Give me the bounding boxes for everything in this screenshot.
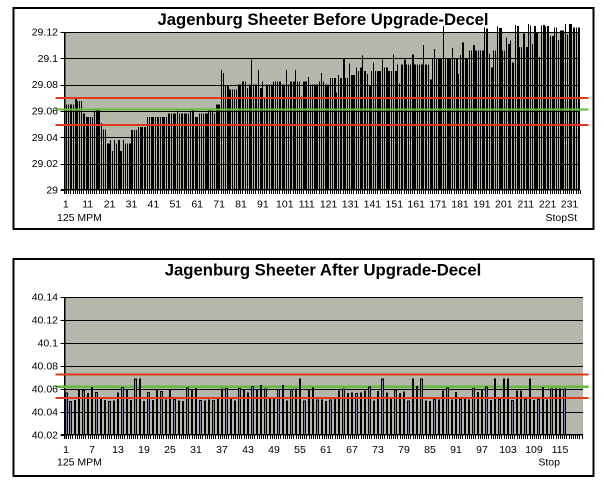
- svg-text:31: 31: [126, 199, 138, 211]
- svg-text:67: 67: [346, 444, 358, 456]
- svg-text:29: 29: [46, 185, 58, 197]
- svg-text:221: 221: [539, 199, 557, 211]
- svg-text:25: 25: [164, 444, 176, 456]
- svg-text:81: 81: [235, 199, 247, 211]
- svg-text:41: 41: [148, 199, 160, 211]
- svg-text:171: 171: [429, 199, 447, 211]
- svg-text:61: 61: [320, 444, 332, 456]
- svg-text:103: 103: [499, 444, 517, 456]
- svg-text:Stop: Stop: [538, 457, 560, 469]
- svg-text:29.12: 29.12: [32, 27, 58, 39]
- svg-text:201: 201: [495, 199, 513, 211]
- svg-text:91: 91: [257, 199, 269, 211]
- svg-text:181: 181: [451, 199, 469, 211]
- svg-text:Jagenburg Sheeter Before Upgra: Jagenburg Sheeter Before Upgrade-Decel: [157, 10, 488, 29]
- svg-text:55: 55: [294, 444, 306, 456]
- svg-text:61: 61: [191, 199, 203, 211]
- svg-text:85: 85: [424, 444, 436, 456]
- svg-text:29.08: 29.08: [32, 79, 58, 91]
- svg-text:231: 231: [561, 199, 579, 211]
- svg-text:19: 19: [138, 444, 150, 456]
- svg-text:211: 211: [517, 199, 534, 211]
- svg-text:29.02: 29.02: [32, 158, 58, 170]
- svg-text:151: 151: [386, 199, 404, 211]
- svg-text:40.06: 40.06: [32, 384, 58, 396]
- svg-text:7: 7: [89, 444, 95, 456]
- svg-text:109: 109: [525, 444, 543, 456]
- svg-text:101: 101: [276, 199, 294, 211]
- svg-text:49: 49: [268, 444, 280, 456]
- svg-text:131: 131: [342, 199, 360, 211]
- svg-text:40.04: 40.04: [32, 407, 58, 419]
- svg-text:191: 191: [473, 199, 491, 211]
- svg-text:40.14: 40.14: [32, 292, 58, 304]
- svg-text:71: 71: [213, 199, 225, 211]
- svg-text:73: 73: [372, 444, 384, 456]
- svg-text:51: 51: [169, 199, 181, 211]
- svg-text:37: 37: [216, 444, 228, 456]
- svg-text:97: 97: [476, 444, 488, 456]
- svg-text:91: 91: [450, 444, 462, 456]
- svg-text:79: 79: [398, 444, 410, 456]
- svg-text:121: 121: [320, 199, 338, 211]
- svg-text:40.02: 40.02: [32, 430, 58, 442]
- svg-text:1: 1: [63, 199, 69, 211]
- svg-text:13: 13: [112, 444, 124, 456]
- svg-text:40.12: 40.12: [32, 315, 58, 327]
- svg-text:29.1: 29.1: [38, 53, 59, 65]
- svg-text:40.08: 40.08: [32, 361, 58, 373]
- svg-text:31: 31: [190, 444, 202, 456]
- svg-text:161: 161: [407, 199, 425, 211]
- svg-text:141: 141: [364, 199, 382, 211]
- svg-text:115: 115: [552, 444, 569, 456]
- svg-text:111: 111: [299, 199, 315, 211]
- svg-text:125 MPM: 125 MPM: [57, 457, 102, 469]
- svg-text:11: 11: [82, 199, 93, 211]
- svg-text:125 MPM: 125 MPM: [57, 212, 102, 224]
- svg-text:29.06: 29.06: [32, 106, 58, 118]
- svg-text:43: 43: [242, 444, 254, 456]
- svg-text:29.04: 29.04: [32, 132, 58, 144]
- svg-text:21: 21: [104, 199, 116, 211]
- svg-text:1: 1: [63, 444, 69, 456]
- svg-text:StopSt: StopSt: [545, 212, 577, 224]
- svg-text:Jagenburg Sheeter After Upgrad: Jagenburg Sheeter After Upgrade-Decel: [165, 261, 482, 280]
- svg-text:40.1: 40.1: [38, 338, 59, 350]
